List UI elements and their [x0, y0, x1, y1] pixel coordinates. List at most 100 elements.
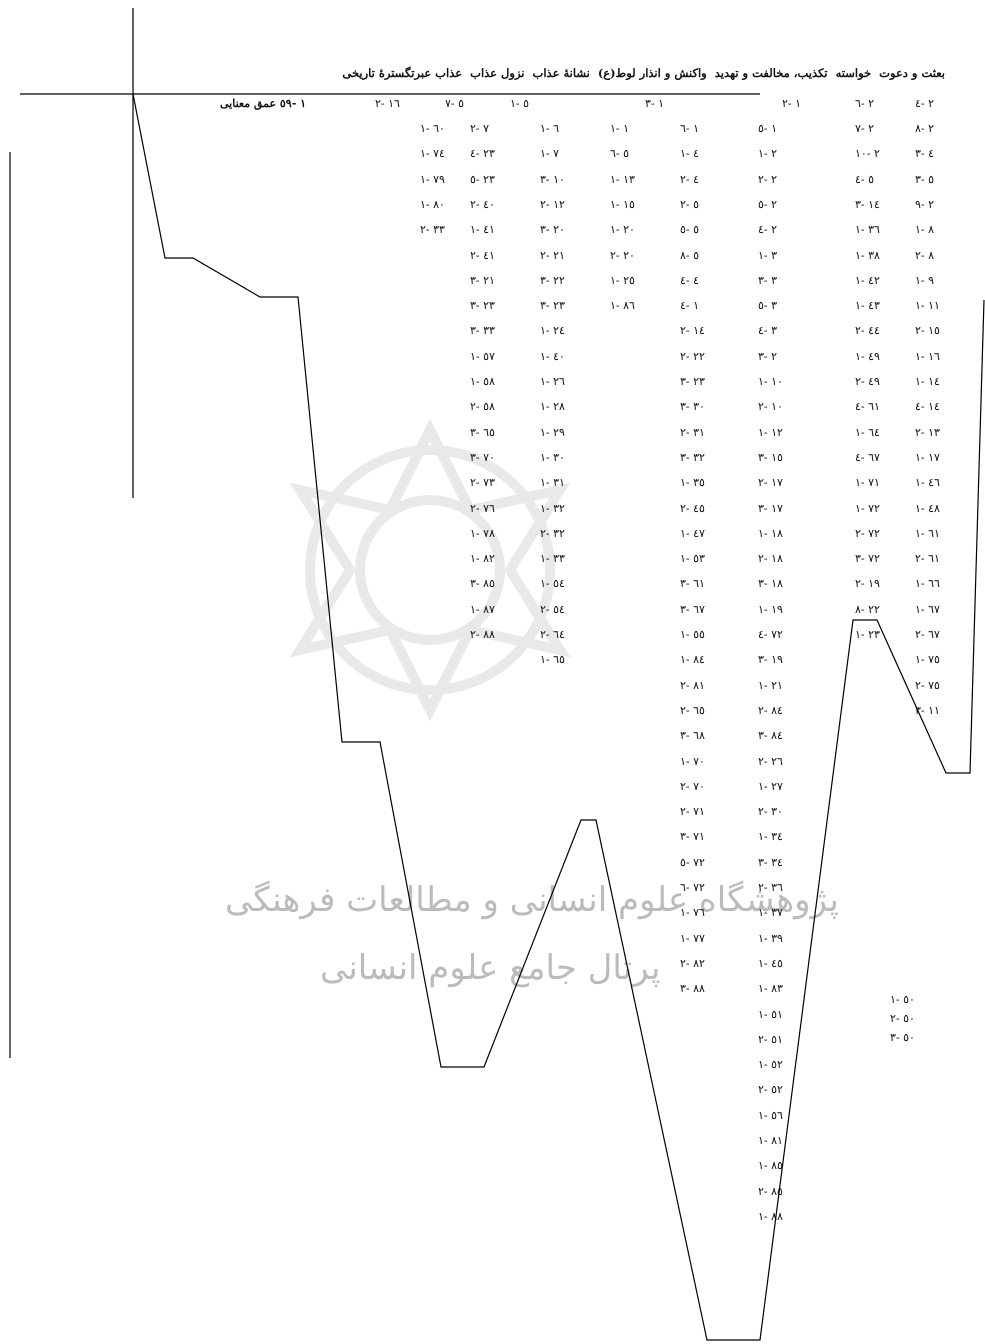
cell-col4: ۷۲ -٥	[680, 855, 705, 869]
cell-col4: ٦۱ -۳	[680, 577, 705, 591]
first-row-cell: ۱ -۳	[645, 97, 665, 110]
cell-col6: ٥٤ -۱	[540, 577, 565, 591]
cell-col3: ۱ -٥	[758, 122, 778, 135]
cell-col1: ۱٥ -۲	[915, 324, 940, 338]
cell-col3: ۳ -٤	[758, 324, 778, 338]
cell-col8: ۷٤ -۱	[420, 147, 445, 161]
cell-col7: ۷٦ -۲	[470, 501, 495, 515]
cell-col3: ۳ -٥	[758, 299, 778, 313]
cell-col9: ٥۰ -۱	[890, 993, 915, 1006]
cell-col3: ۸۱ -۱	[758, 1134, 783, 1147]
first-row-cell: ۲ -٦	[855, 97, 875, 110]
header-col-sign: نشانهٔ عذاب	[532, 66, 590, 80]
cell-col4: ۲۳ -۳	[680, 375, 705, 388]
cell-col2: ٥ -٤	[855, 172, 875, 186]
cell-col4: ۳۱ -۲	[680, 425, 705, 439]
cell-col4: ۸۲ -۲	[680, 956, 705, 970]
cell-col3: ۸٤ -۳	[758, 729, 783, 743]
cell-col8: ۷۹ -۱	[420, 172, 445, 186]
cell-col1: ٦٦ -۱	[915, 577, 940, 591]
cell-col7: ۲۳ -۳	[470, 299, 495, 313]
cell-col5: ۱٥ -۱	[610, 197, 635, 211]
cell-col3: ۳۰ -۲	[758, 805, 783, 819]
header-col-denial: تکذیب، مخالفت و تهدید	[714, 66, 828, 80]
cell-col3: ۸۸ -۱	[758, 1209, 783, 1223]
cell-col3: ۱۷ -۲	[758, 476, 783, 490]
cell-col7: ٤۰ -۲	[470, 197, 495, 211]
cell-col8: ٦۰ -۱	[420, 122, 445, 135]
cell-col3: ۱۹ -۱	[758, 602, 783, 616]
watermark-line-2: پرتال جامع علوم انسانی	[320, 948, 661, 988]
cell-col3: ٥٦ -۱	[758, 1108, 783, 1122]
cell-col7: ۷۸ -۱	[470, 526, 495, 540]
cell-col3: ٥۱ -۱	[758, 1007, 783, 1021]
cell-col2: ۱۹ -۲	[855, 577, 880, 591]
header-col-mission: بعثت و دعوت	[879, 66, 945, 80]
cell-col1: ٥ -۳	[915, 172, 935, 186]
cell-col7: ٦٥ -۳	[470, 425, 495, 439]
cell-col7: ٥۸ -۱	[470, 375, 495, 388]
cell-col3: ۱۷ -۳	[758, 501, 783, 515]
cell-col1: ۸ -۱	[915, 223, 935, 237]
cell-col5: ۲٥ -۱	[610, 273, 635, 287]
cell-col2: ٦٤ -۱	[855, 425, 880, 439]
cell-col2: ۳٦ -۱	[855, 223, 880, 237]
cell-col3: ۸٥ -۲	[758, 1184, 783, 1198]
cell-col4: ٤۷ -۱	[680, 526, 705, 540]
cell-col3: ۱۸ -۲	[758, 552, 783, 566]
cell-col2: ٤۲ -۱	[855, 273, 880, 287]
cell-col4: ۳۰ -۳	[680, 400, 705, 414]
cell-col4: ۱ -٦	[680, 122, 700, 135]
cell-col1: ۷٥ -۲	[915, 678, 940, 692]
cell-col6: ۲۸ -۱	[540, 400, 565, 414]
cell-col7: ۲۳ -٥	[470, 172, 495, 186]
cell-col3: ۸٤ -۲	[758, 703, 783, 717]
cell-col4: ۷۰ -۲	[680, 779, 705, 793]
cell-col3: ۱۸ -۱	[758, 526, 783, 540]
cell-col7: ۷ -۲	[470, 122, 490, 135]
cell-col2: ۱٤ -۳	[855, 197, 880, 211]
cell-col7: ۲۳ -٤	[470, 147, 495, 161]
cell-col4: ٥٥ -۱	[680, 628, 705, 641]
cell-col6: ۲۲ -۳	[540, 273, 565, 287]
cell-col1: ٦۷ -۲	[915, 628, 940, 641]
depth-label: ۱ -٥٩ عمق معنایی	[220, 97, 307, 110]
first-row-cell: ٥ -۱	[510, 97, 530, 110]
cell-col1: ۲ -۸	[915, 122, 935, 135]
cell-col3: ۱٥ -۳	[758, 450, 783, 464]
cell-col9: ٥۰ -۳	[890, 1031, 915, 1044]
cell-col1: ۲ -۹	[915, 197, 935, 211]
cell-col2: ٤٤ -۲	[855, 324, 880, 338]
cell-col4: ۳٥ -۱	[680, 476, 705, 490]
cell-col6: ٦ -۱	[540, 122, 560, 135]
cell-col6: ٦٥ -۱	[540, 653, 565, 667]
cell-col5: ۱۳ -۱	[610, 172, 635, 186]
cell-col4: ٥ -۲	[680, 197, 700, 211]
cell-col3: ٤٥ -۱	[758, 956, 783, 970]
cell-col6: ۲٤ -۱	[540, 324, 565, 338]
cell-col6: ۳۰ -۱	[540, 450, 565, 464]
cell-col1: ٦۱ -۱	[915, 526, 940, 540]
cell-col6: ۱۲ -۲	[540, 197, 565, 211]
cell-col9: ٥۰ -۲	[890, 1012, 915, 1025]
cell-col1: ۸ -۲	[915, 248, 935, 262]
cell-col3: ۲ -۳	[758, 349, 778, 363]
cell-col7: ۳۳ -۳	[470, 324, 495, 338]
cell-col1: ۱۱ -۱	[915, 299, 940, 313]
cell-col7: ٤۱ -۲	[470, 248, 495, 262]
cell-col4: ۸٤ -۱	[680, 653, 705, 667]
cell-col4: ۸۱ -۲	[680, 678, 705, 692]
header-col-historical: عذاب عبرتگسترهٔ تاریخی	[342, 66, 463, 80]
cell-col4: ٥۳ -۱	[680, 552, 705, 566]
cell-col4: ۸۸ -۳	[680, 982, 705, 996]
cell-col3: ۱۲ -۱	[758, 425, 783, 439]
cell-col6: ۲۰ -۳	[540, 223, 565, 237]
cell-col7: ۲۱ -۳	[470, 273, 495, 287]
cell-col1: ٤ -۳	[915, 147, 935, 161]
cell-col3: ۱۰ -۱	[758, 375, 783, 388]
cell-col2: ۷۲ -۱	[855, 501, 880, 515]
cell-col5: ۲۰ -۱	[610, 223, 635, 237]
cell-col4: ٦٥ -۲	[680, 703, 705, 717]
